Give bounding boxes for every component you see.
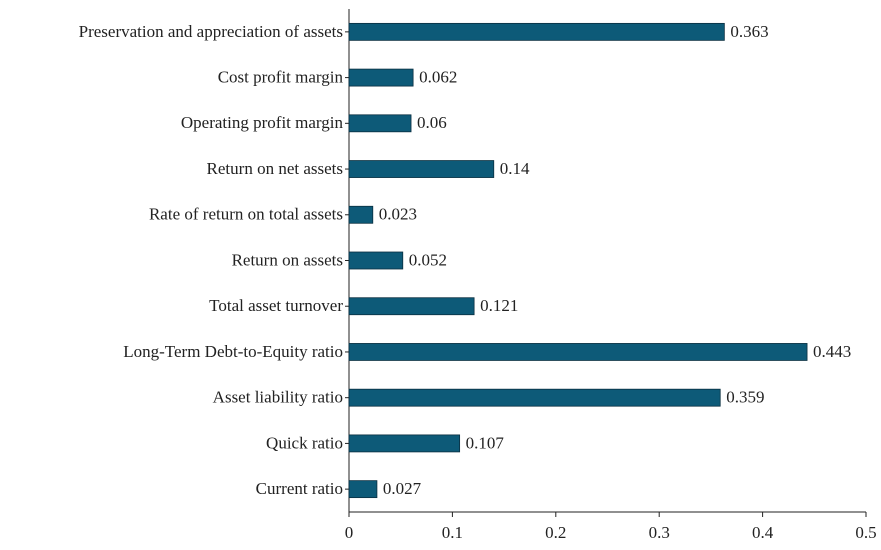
value-label: 0.359 [726, 388, 764, 407]
x-tick-label: 0.1 [442, 523, 463, 542]
y-tick-label: Preservation and appreciation of assets [79, 22, 343, 41]
x-tick-label: 0.4 [752, 523, 774, 542]
y-tick-label: Current ratio [256, 479, 343, 498]
x-tick-label: 0 [345, 523, 354, 542]
x-tick-label: 0.5 [855, 523, 876, 542]
bar [348, 205, 374, 224]
bar [348, 68, 414, 87]
value-label: 0.443 [813, 342, 851, 361]
y-tick-label: Long-Term Debt-to-Equity ratio [123, 342, 343, 361]
bar [348, 114, 412, 133]
x-tick-label: 0.2 [545, 523, 566, 542]
value-label: 0.121 [480, 296, 518, 315]
bar [348, 251, 404, 270]
y-tick-label: Operating profit margin [181, 113, 344, 132]
bar [348, 343, 808, 361]
bar [348, 297, 475, 316]
y-tick-label: Return on net assets [207, 159, 343, 178]
value-label: 0.027 [383, 479, 422, 498]
value-label: 0.06 [417, 113, 447, 132]
bar [348, 22, 725, 41]
bar [348, 480, 378, 499]
y-tick-label: Quick ratio [266, 433, 343, 452]
y-tick-label: Rate of return on total assets [149, 205, 343, 224]
x-tick-label: 0.3 [649, 523, 670, 542]
y-tick-label: Return on assets [232, 250, 343, 269]
bar [348, 434, 461, 453]
value-label: 0.062 [419, 67, 457, 86]
bar [348, 388, 721, 407]
bar [348, 160, 495, 178]
value-label: 0.023 [379, 205, 417, 224]
value-label: 0.14 [500, 159, 530, 178]
value-label: 0.107 [466, 433, 505, 452]
y-tick-label: Total asset turnover [209, 296, 343, 315]
value-label: 0.052 [409, 250, 447, 269]
y-tick-label: Asset liability ratio [213, 388, 343, 407]
value-label: 0.363 [730, 22, 768, 41]
y-tick-label: Cost profit margin [218, 67, 344, 86]
